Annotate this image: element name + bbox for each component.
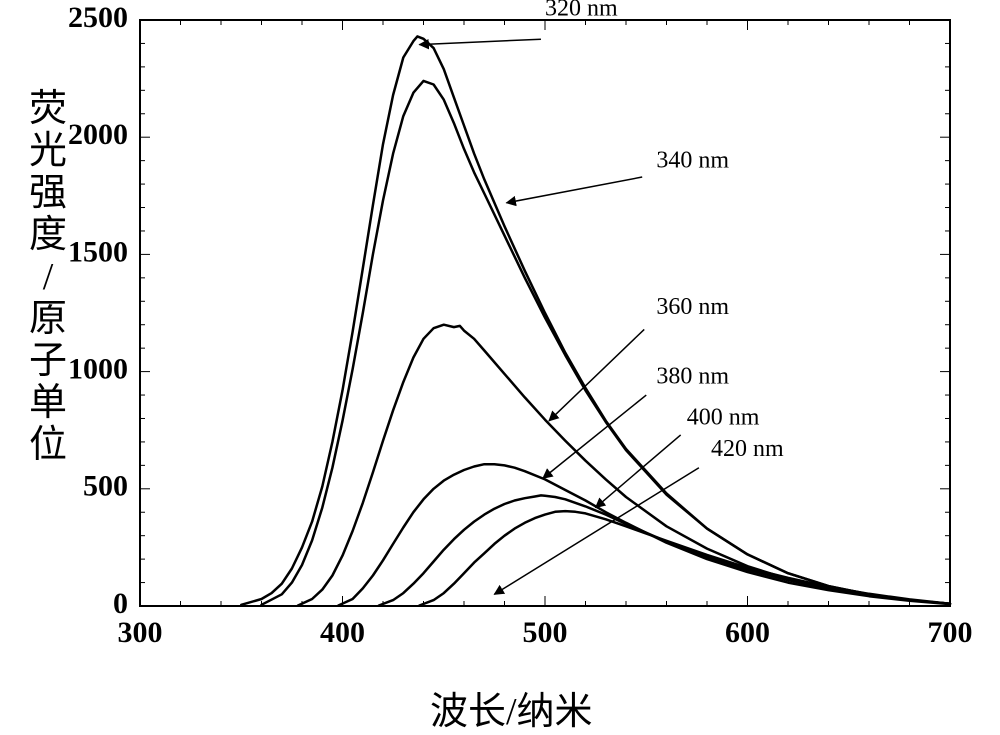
ylabel-char: 强	[27, 174, 69, 214]
series-380nm	[338, 464, 950, 605]
figure: { "chart": { "type": "line", "background…	[0, 0, 1000, 734]
ylabel-char: 光	[27, 132, 69, 172]
ytick-label: 2000	[68, 118, 128, 151]
x-axis-label: 波长/纳米	[430, 680, 593, 735]
annotation-label: 420 nm	[711, 436, 784, 462]
ylabel-char: 原	[27, 300, 69, 340]
ylabel-char: 位	[27, 426, 69, 466]
annotation-arrow	[419, 39, 541, 44]
ytick-label: 0	[113, 587, 128, 620]
annotation-label: 340 nm	[656, 148, 729, 174]
ytick-label: 1500	[68, 235, 128, 268]
ytick-label: 1000	[68, 352, 128, 385]
annotation-label: 360 nm	[656, 294, 729, 320]
annotation-arrow	[507, 177, 643, 203]
xtick-label: 700	[928, 616, 973, 649]
ytick-label: 500	[83, 470, 128, 503]
annotation-arrow	[543, 395, 646, 478]
plot-svg: 300 400 500 600 700 0 500 1000 1500 2000 2500 320 n…	[0, 0, 1000, 734]
xtick-label: 400	[320, 616, 365, 649]
series-320nm	[241, 36, 950, 604]
ylabel-char: 荧	[27, 90, 69, 130]
ylabel-char: 度	[27, 216, 69, 256]
series-360nm	[298, 325, 950, 606]
ylabel-char: /	[27, 258, 69, 298]
ylabel-char: 单	[27, 384, 69, 424]
xtick-label: 300	[118, 616, 163, 649]
annotation-arrow	[494, 468, 699, 595]
ytick-label: 2500	[68, 1, 128, 34]
xtick-label: 500	[523, 616, 568, 649]
ylabel-char: 子	[27, 342, 69, 382]
series-400nm	[379, 495, 950, 605]
annotation-label: 400 nm	[687, 404, 760, 430]
annotation-label: 320 nm	[545, 0, 618, 21]
annotation-label: 380 nm	[656, 363, 729, 389]
xtick-label: 600	[725, 616, 770, 649]
